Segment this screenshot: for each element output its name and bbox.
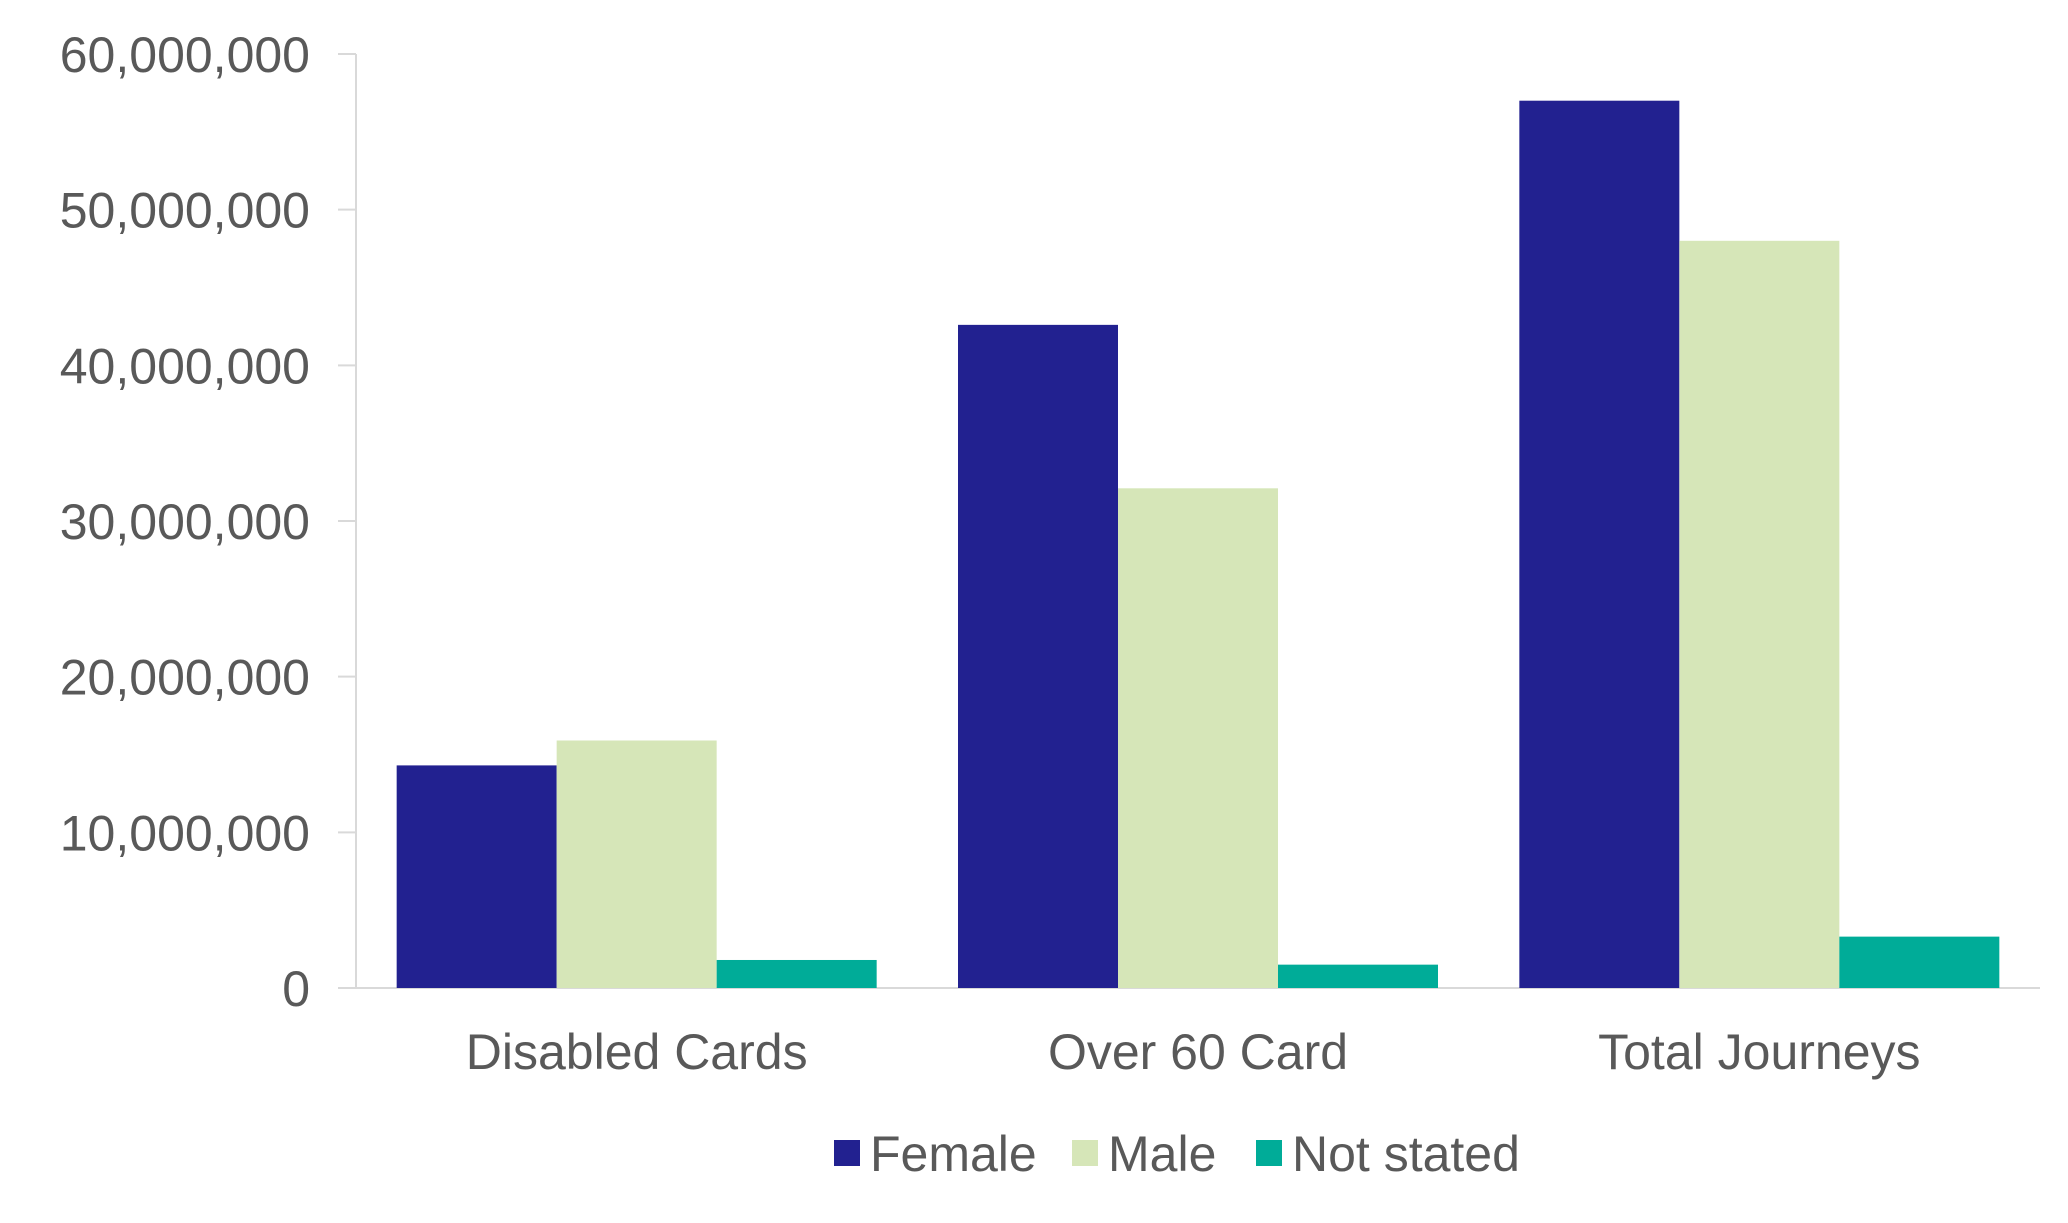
x-tick-label: Total Journeys: [1598, 1024, 1920, 1080]
legend-label-female: Female: [870, 1126, 1037, 1182]
x-tick-label: Over 60 Card: [1048, 1024, 1348, 1080]
y-tick-label: 60,000,000: [60, 27, 310, 83]
legend-label-male: Male: [1108, 1126, 1216, 1182]
tick-labels: 0 10,000,000 20,000,000 30,000,000 40,000,00…: [60, 27, 1921, 1080]
bar-not-stated-0: [716, 959, 877, 988]
legend-swatch-not-stated: [1256, 1140, 1282, 1166]
bar-female-1: [958, 324, 1118, 988]
bar-male-1: [1118, 488, 1278, 988]
y-tick-label: 20,000,000: [60, 650, 310, 706]
x-tick-label: Disabled Cards: [466, 1024, 808, 1080]
legend-swatch-male: [1072, 1140, 1098, 1166]
legend-swatch-female: [834, 1140, 860, 1166]
y-tick-label: 0: [282, 961, 310, 1017]
y-tick-label: 30,000,000: [60, 494, 310, 550]
bar-female-2: [1519, 100, 1680, 988]
legend-label-not-stated: Not stated: [1292, 1126, 1520, 1182]
bar-male-2: [1679, 240, 1840, 989]
y-tick-label: 50,000,000: [60, 183, 310, 239]
bar-not-stated-2: [1839, 936, 2000, 988]
bars: [396, 100, 2000, 989]
y-tick-label: 40,000,000: [60, 338, 310, 394]
y-tick-label: 10,000,000: [60, 805, 310, 861]
legend: Female Male Not stated: [834, 1126, 1520, 1182]
bar-male-0: [556, 740, 717, 988]
bar-female-0: [396, 765, 557, 988]
bar-not-stated-1: [1278, 964, 1438, 988]
